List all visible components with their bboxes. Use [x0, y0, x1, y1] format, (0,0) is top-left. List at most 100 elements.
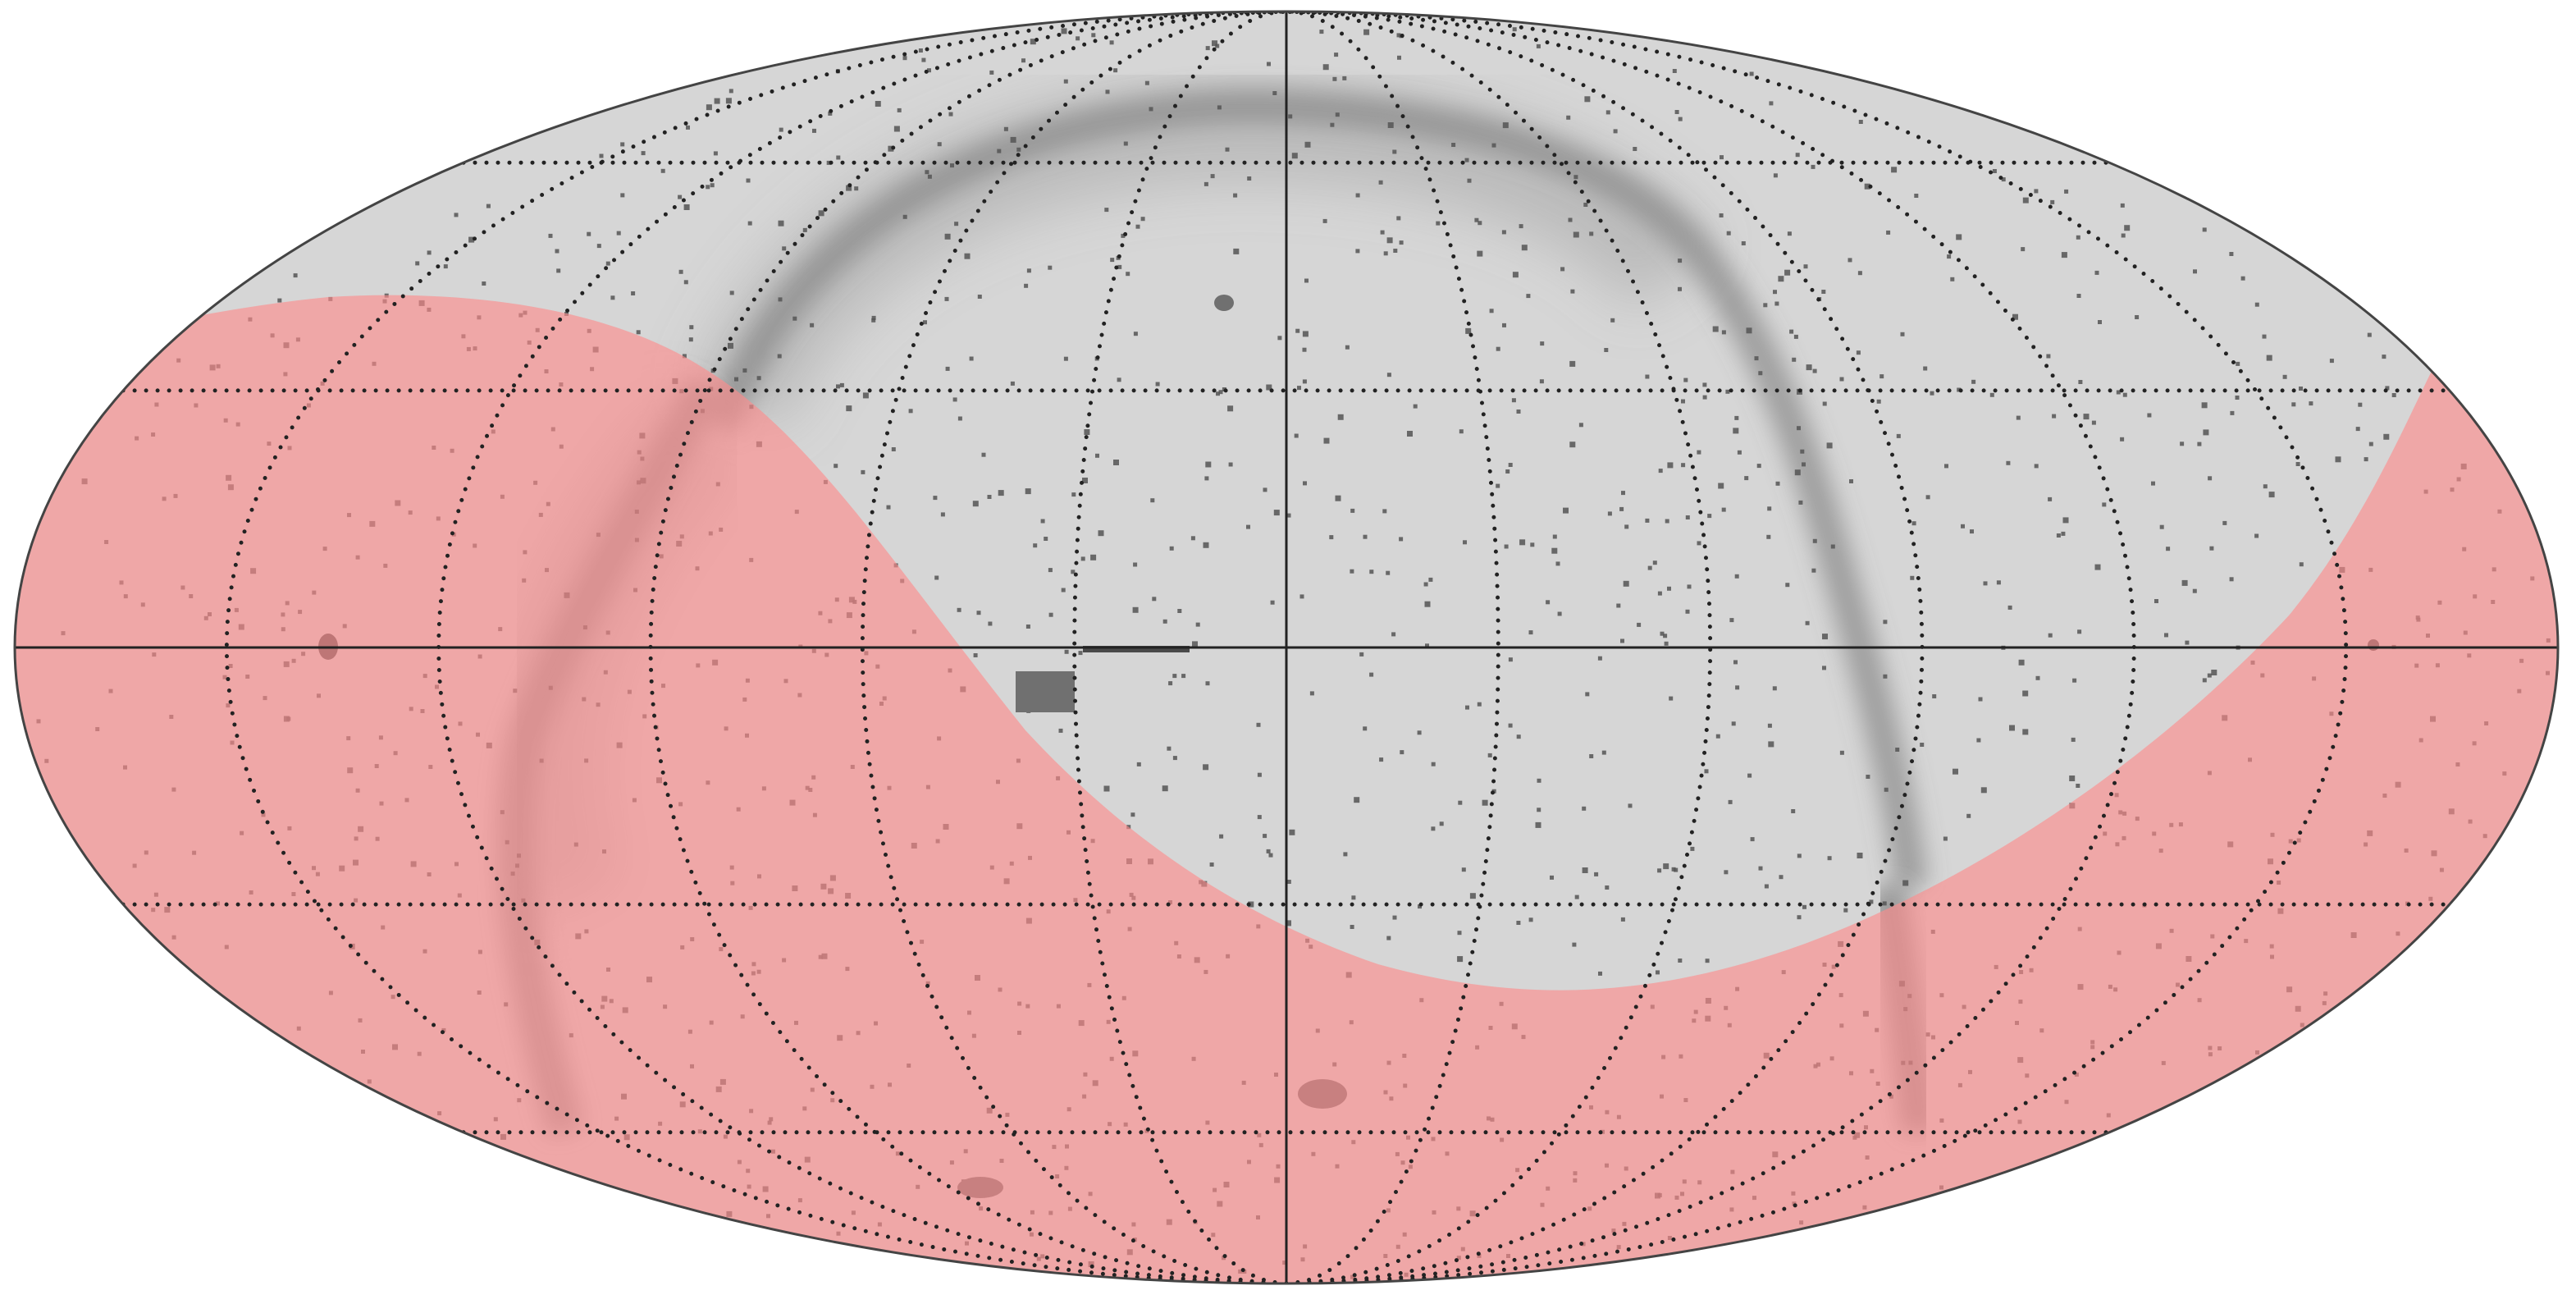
point-source	[1104, 208, 1109, 213]
point-source	[933, 496, 938, 501]
point-source	[1685, 609, 1690, 614]
point-source	[1896, 433, 1901, 438]
point-source	[1582, 867, 1588, 873]
point-source	[1779, 875, 1784, 880]
point-source	[1797, 853, 1802, 858]
point-source	[1633, 147, 1637, 151]
point-source	[1947, 254, 1952, 259]
point-source	[2193, 269, 2197, 274]
point-source	[1563, 507, 1569, 514]
source-upper-left	[1214, 295, 1234, 311]
point-source	[678, 194, 683, 199]
point-source	[1667, 586, 1671, 591]
point-source	[2122, 392, 2127, 397]
point-source	[1645, 374, 1650, 379]
point-source	[778, 220, 784, 226]
point-source	[1332, 76, 1337, 81]
point-source	[836, 155, 841, 160]
point-source	[1354, 797, 1360, 803]
point-source	[1117, 264, 1122, 269]
point-source	[1756, 464, 1761, 469]
point-source	[1754, 356, 1759, 361]
point-source	[1856, 350, 1861, 355]
point-source	[1552, 534, 1557, 539]
point-source	[836, 384, 840, 389]
point-source	[1539, 379, 1544, 384]
point-source	[1304, 141, 1311, 148]
point-source	[1806, 364, 1812, 371]
point-source	[2124, 225, 2131, 231]
point-source	[1540, 341, 1545, 346]
point-source	[1516, 921, 1521, 925]
point-source	[2266, 355, 2272, 361]
point-source	[778, 297, 783, 302]
point-source	[944, 296, 949, 301]
point-source	[1667, 462, 1674, 469]
point-source	[1775, 481, 1780, 486]
point-source	[1737, 450, 1742, 455]
point-source	[902, 56, 907, 61]
point-source	[599, 153, 604, 158]
point-source	[1550, 875, 1554, 880]
point-source	[1061, 28, 1067, 34]
point-source	[1879, 374, 1884, 379]
point-source	[846, 185, 852, 191]
point-source	[1674, 110, 1679, 114]
point-source	[2181, 579, 2188, 586]
point-source	[293, 273, 298, 278]
point-source	[1033, 543, 1038, 548]
point-source	[1095, 453, 1099, 458]
point-source	[610, 295, 615, 300]
point-source	[1891, 167, 1898, 173]
point-source	[2135, 315, 2140, 319]
point-source	[1812, 538, 1817, 543]
point-source	[828, 111, 833, 116]
point-source	[1010, 381, 1015, 386]
point-source	[1882, 901, 1887, 906]
point-source	[1496, 346, 1500, 351]
point-source	[756, 376, 761, 381]
point-source	[2034, 189, 2039, 194]
point-source	[1980, 787, 1987, 794]
point-source	[1190, 536, 1195, 541]
point-source	[1380, 230, 1385, 235]
point-source	[1864, 183, 1870, 190]
point-source	[1386, 237, 1393, 244]
point-source	[2052, 414, 2057, 419]
point-source	[834, 464, 838, 469]
point-source	[1749, 71, 1754, 76]
point-source	[1263, 487, 1267, 492]
point-source	[1683, 377, 1688, 382]
point-source	[468, 236, 475, 243]
point-source	[1681, 463, 1686, 468]
point-source	[1613, 129, 1618, 134]
graticule	[15, 11, 2558, 1283]
point-source	[742, 368, 747, 373]
point-source	[981, 452, 986, 457]
point-source	[1350, 925, 1354, 929]
point-source	[1623, 580, 1629, 587]
point-source	[2207, 673, 2212, 678]
point-source	[1521, 245, 1528, 251]
point-source	[2364, 457, 2368, 462]
point-source	[725, 98, 732, 104]
point-source	[1802, 904, 1806, 909]
point-source	[1167, 746, 1172, 751]
point-source	[826, 160, 831, 165]
point-source	[1792, 357, 1797, 362]
point-source	[1763, 303, 1768, 308]
point-source	[839, 382, 844, 387]
point-source	[1989, 392, 1994, 397]
point-source	[987, 495, 992, 499]
point-source	[1584, 96, 1591, 103]
point-source	[1172, 756, 1177, 761]
point-source	[2358, 402, 2363, 407]
point-source	[1383, 251, 1388, 256]
point-source	[2078, 380, 2083, 384]
point-source	[2116, 390, 2121, 395]
point-source	[2061, 252, 2067, 259]
point-source	[1474, 217, 1479, 222]
point-source	[1883, 620, 1888, 625]
point-source	[1811, 568, 1816, 573]
point-source	[556, 268, 561, 273]
